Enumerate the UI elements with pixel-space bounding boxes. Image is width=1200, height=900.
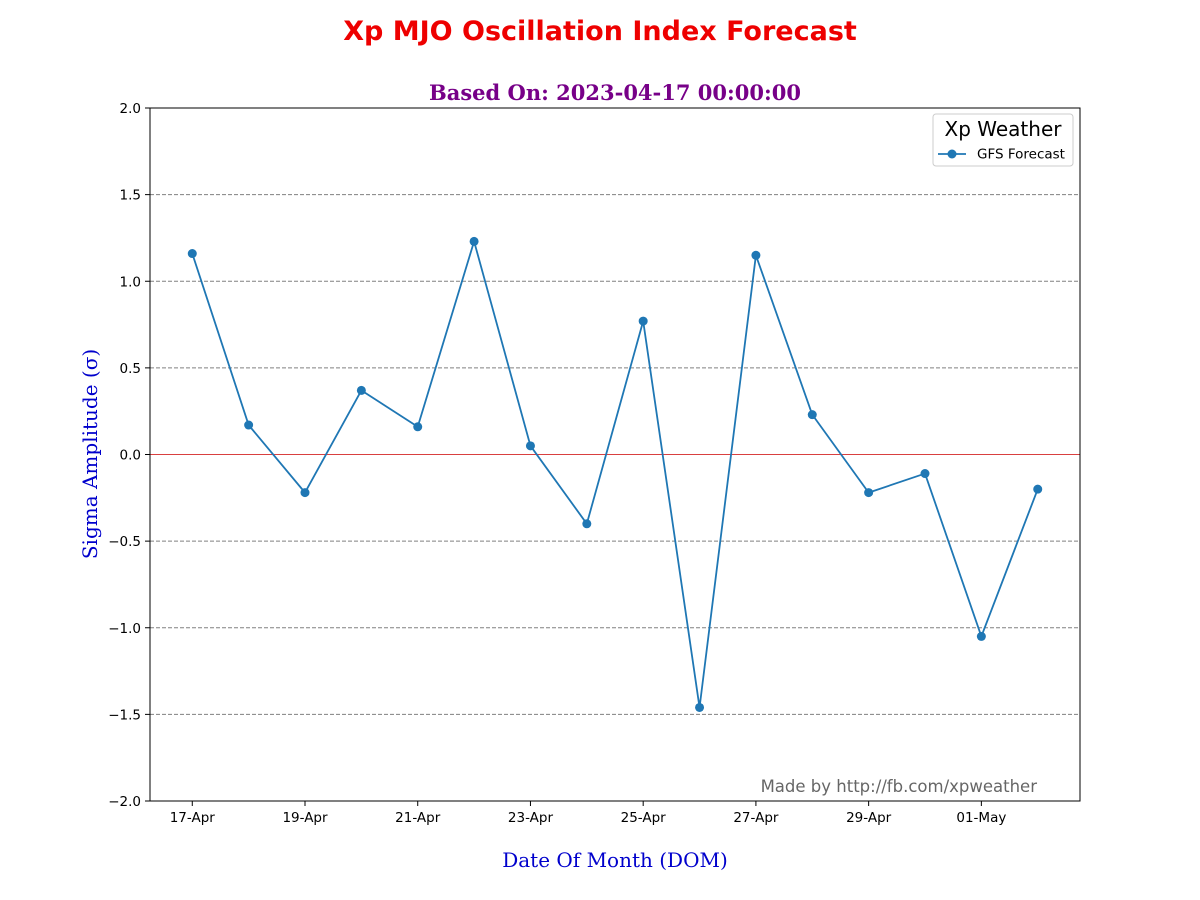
- x-tick-label: 25-Apr: [621, 810, 667, 826]
- x-tick-label: 21-Apr: [395, 810, 441, 826]
- x-tick-label: 27-Apr: [733, 810, 779, 826]
- data-point: [1033, 484, 1043, 494]
- legend-entry-gfs-forecast: GFS Forecast: [977, 147, 1065, 163]
- y-tick-label: 1.5: [120, 188, 141, 204]
- x-axis: 17-Apr 19-Apr 21-Apr 23-Apr 25-Apr 27-Apr 29-A…: [170, 801, 1006, 826]
- data-point: [638, 316, 648, 326]
- y-tick-label: −0.5: [108, 534, 141, 550]
- y-tick-label: −2.0: [108, 794, 141, 810]
- data-point: [469, 236, 479, 246]
- y-tick-label: 0.0: [120, 448, 141, 464]
- data-point: [807, 410, 817, 420]
- y-tick-label: −1.0: [108, 621, 141, 637]
- chart-title: Xp MJO Oscillation Index Forecast: [343, 16, 857, 47]
- data-point: [976, 631, 986, 641]
- y-tick-label: 1.0: [120, 274, 141, 290]
- legend-title: Xp Weather: [945, 117, 1063, 141]
- y-axis: −2.0 −1.5 −1.0 −0.5 0.0 0.5 1.0 1.5 2.0: [108, 101, 150, 810]
- legend-series-marker: [947, 149, 957, 159]
- series-line: [191, 240, 1039, 709]
- data-point: [356, 385, 366, 395]
- y-tick-label: 0.5: [120, 361, 141, 377]
- data-point: [751, 250, 761, 260]
- y-tick-label: 2.0: [120, 101, 141, 117]
- chart-subtitle: Based On: 2023-04-17 00:00:00: [429, 80, 801, 105]
- data-point: [864, 488, 874, 498]
- data-point: [187, 249, 197, 259]
- x-axis-label: Date Of Month (DOM): [502, 848, 728, 872]
- legend: Xp Weather GFS Forecast: [932, 113, 1074, 167]
- data-point: [300, 488, 310, 498]
- x-tick-label: 01-May: [956, 810, 1006, 826]
- x-tick-label: 19-Apr: [282, 810, 328, 826]
- data-point: [244, 420, 254, 430]
- data-point: [920, 469, 930, 479]
- data-point: [525, 441, 535, 451]
- watermark-text: Made by http://fb.com/xpweather: [761, 777, 1038, 796]
- y-tick-label: −1.5: [108, 707, 141, 723]
- grid-lines: [150, 194, 1080, 715]
- legend-box: [932, 113, 1074, 167]
- data-point: [413, 422, 423, 432]
- x-tick-label: 17-Apr: [170, 810, 216, 826]
- x-tick-label: 23-Apr: [508, 810, 554, 826]
- data-point: [582, 519, 592, 529]
- series-layer: [187, 236, 1043, 712]
- y-axis-label: Sigma Amplitude (σ): [78, 349, 102, 559]
- data-point: [695, 702, 705, 712]
- x-tick-label: 29-Apr: [846, 810, 892, 826]
